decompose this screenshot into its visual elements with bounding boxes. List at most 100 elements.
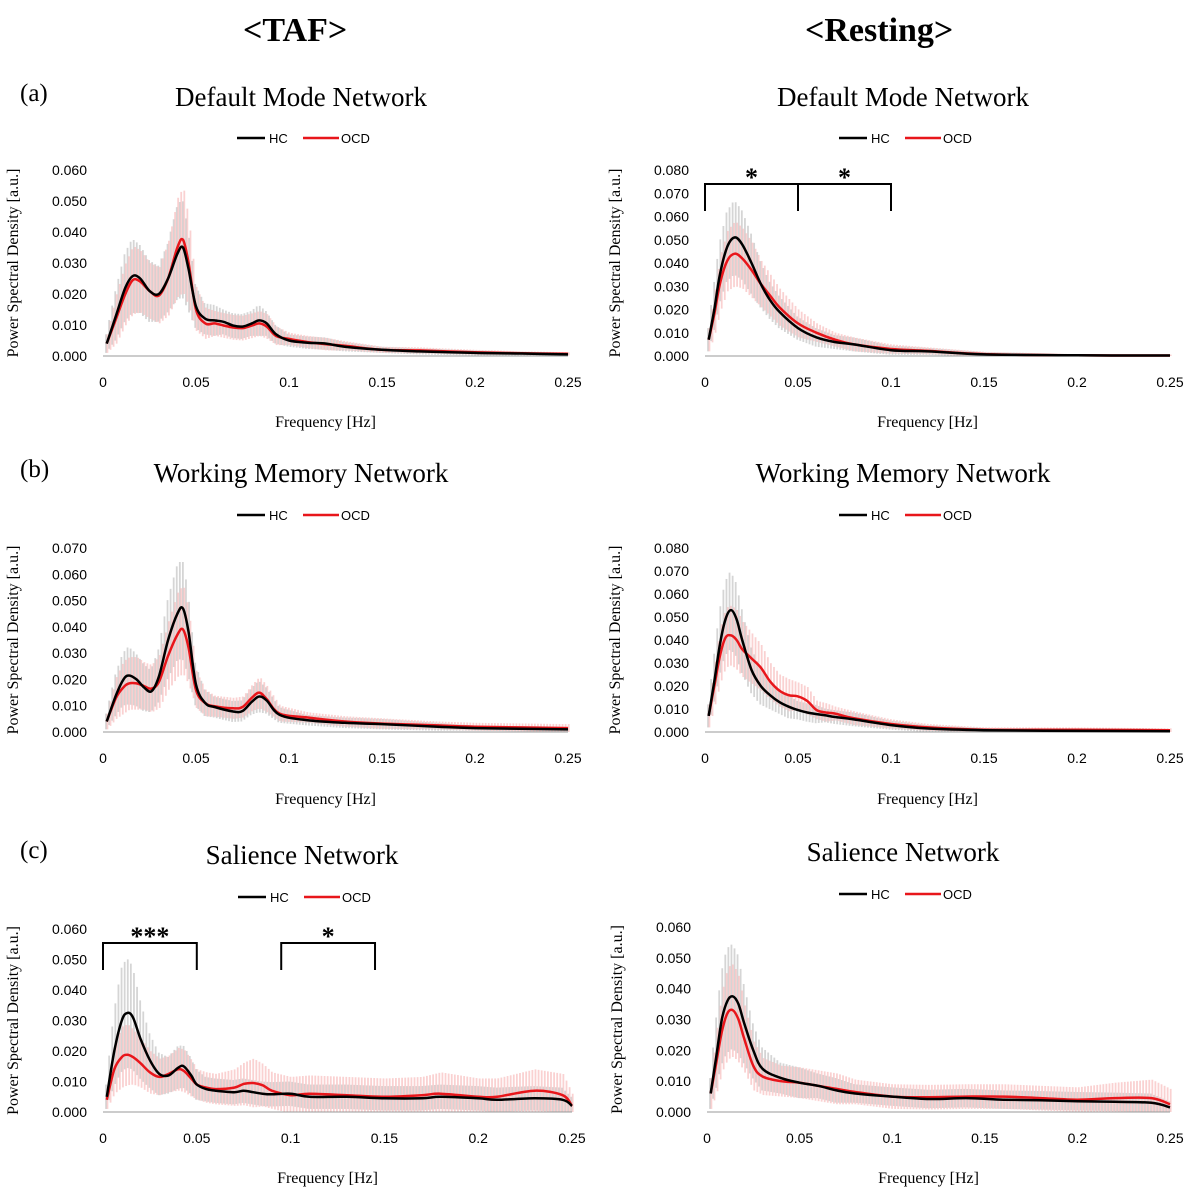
error-band-ocd — [708, 222, 1172, 356]
x-tick-label: 0.05 — [182, 750, 209, 766]
significance-marker: * — [745, 163, 758, 192]
error-band-hc — [707, 572, 1171, 732]
legend-label-ocd: OCD — [943, 508, 972, 523]
x-tick-label: 0.1 — [279, 374, 299, 390]
y-tick-label: 0.000 — [52, 1104, 87, 1120]
y-tick-label: 0.040 — [52, 619, 87, 635]
y-tick-label: 0.020 — [52, 286, 87, 302]
y-axis-label: Power Spectral Density [a.u.] — [5, 926, 22, 1115]
x-tick-label: 0.2 — [468, 1130, 488, 1146]
x-tick-label: 0.25 — [554, 374, 581, 390]
legend-label-hc: HC — [871, 131, 890, 146]
legend-label-ocd: OCD — [943, 887, 972, 902]
chart-panel: Salience Network HC OCD 0.000 0.010 0.020 0.03… — [5, 840, 586, 1187]
y-tick-label: 0.010 — [654, 701, 689, 717]
legend-label-ocd: OCD — [341, 131, 370, 146]
significance-marker: * — [322, 922, 335, 951]
y-tick-label: 0.060 — [52, 162, 87, 178]
header-resting: <Resting> — [805, 12, 954, 49]
series-line-hc — [105, 606, 569, 731]
x-axis-label: Frequency [Hz] — [877, 414, 978, 431]
significance-marker: *** — [130, 922, 169, 951]
x-tick-label: 0.15 — [970, 374, 997, 390]
y-tick-label: 0.020 — [52, 671, 87, 687]
x-tick-label: 0.15 — [368, 750, 395, 766]
x-tick-label: 0.25 — [558, 1130, 585, 1146]
x-tick-label: 0.2 — [1067, 750, 1087, 766]
legend-label-hc: HC — [871, 508, 890, 523]
panel-letter-c: (c) — [20, 837, 48, 864]
y-tick-label: 0.080 — [654, 540, 689, 556]
y-tick-label: 0.000 — [654, 724, 689, 740]
y-tick-label: 0.050 — [654, 609, 689, 625]
series-line-hc — [707, 236, 1171, 357]
y-tick-label: 0.040 — [52, 224, 87, 240]
error-band-hc — [707, 202, 1171, 356]
error-band-ocd — [106, 1025, 574, 1112]
y-tick-label: 0.040 — [52, 982, 87, 998]
x-tick-label: 0.25 — [1156, 1130, 1183, 1146]
y-tick-label: 0.040 — [654, 255, 689, 271]
x-axis-label: Frequency [Hz] — [877, 791, 978, 808]
x-tick-label: 0 — [701, 374, 709, 390]
panel-letter-b: (b) — [20, 456, 50, 483]
y-axis-label: Power Spectral Density [a.u.] — [5, 169, 22, 358]
y-tick-label: 0.050 — [52, 193, 87, 209]
x-tick-label: 0.1 — [881, 374, 901, 390]
y-tick-label: 0.050 — [654, 232, 689, 248]
x-axis-label: Frequency [Hz] — [275, 414, 376, 431]
y-tick-label: 0.050 — [656, 950, 691, 966]
legend-label-ocd: OCD — [943, 131, 972, 146]
legend-label-hc: HC — [270, 890, 289, 905]
significance-marker: * — [838, 163, 851, 192]
legend-label-hc: HC — [269, 131, 288, 146]
y-tick-label: 0.030 — [656, 1012, 691, 1028]
x-tick-label: 0 — [99, 374, 107, 390]
x-tick-label: 0.2 — [465, 374, 485, 390]
chart-title: Working Memory Network — [154, 458, 449, 488]
y-tick-label: 0.030 — [654, 278, 689, 294]
y-axis-label: Power Spectral Density [a.u.] — [607, 546, 624, 735]
y-tick-label: 0.010 — [654, 325, 689, 341]
y-tick-label: 0.060 — [52, 921, 87, 937]
chart-title: Working Memory Network — [756, 458, 1051, 488]
x-tick-label: 0.15 — [971, 1130, 998, 1146]
significance-brackets: * * — [704, 163, 892, 211]
chart-title: Default Mode Network — [175, 82, 427, 112]
y-tick-label: 0.010 — [656, 1073, 691, 1089]
y-tick-label: 0.070 — [52, 540, 87, 556]
y-tick-label: 0.060 — [654, 209, 689, 225]
y-tick-label: 0.020 — [654, 678, 689, 694]
legend-label-hc: HC — [269, 508, 288, 523]
y-axis-label: Power Spectral Density [a.u.] — [609, 925, 626, 1114]
legend-label-hc: HC — [871, 887, 890, 902]
y-tick-label: 0.030 — [52, 255, 87, 271]
legend-label-ocd: OCD — [342, 890, 371, 905]
x-tick-label: 0.25 — [1156, 374, 1183, 390]
x-tick-label: 0 — [701, 750, 709, 766]
x-axis-label: Frequency [Hz] — [878, 1170, 979, 1187]
y-tick-label: 0.040 — [654, 632, 689, 648]
legend-label-ocd: OCD — [341, 508, 370, 523]
significance-bracket — [797, 183, 892, 211]
y-tick-label: 0.060 — [656, 919, 691, 935]
y-tick-label: 0.030 — [52, 1013, 87, 1029]
series-line-hc — [105, 1011, 573, 1107]
header-taf: <TAF> — [243, 12, 348, 49]
y-tick-label: 0.030 — [52, 645, 87, 661]
y-tick-label: 0.070 — [654, 563, 689, 579]
significance-bracket — [102, 942, 198, 970]
panel-letter-a: (a) — [20, 80, 48, 107]
x-tick-label: 0.2 — [465, 750, 485, 766]
series-line-ocd — [105, 1053, 574, 1107]
series-line-hc — [707, 608, 1171, 733]
y-tick-label: 0.010 — [52, 698, 87, 714]
chart-panel: Salience Network HC OCD 0.000 0.010 0.020 0.03… — [609, 837, 1184, 1187]
chart-panel: Default Mode Network HC OCD 0.000 0.010 0.020… — [5, 82, 582, 431]
y-tick-label: 0.020 — [654, 302, 689, 318]
y-tick-label: 0.060 — [52, 566, 87, 582]
x-axis-label: Frequency [Hz] — [275, 791, 376, 808]
x-tick-label: 0.05 — [784, 750, 811, 766]
y-tick-label: 0.010 — [52, 317, 87, 333]
